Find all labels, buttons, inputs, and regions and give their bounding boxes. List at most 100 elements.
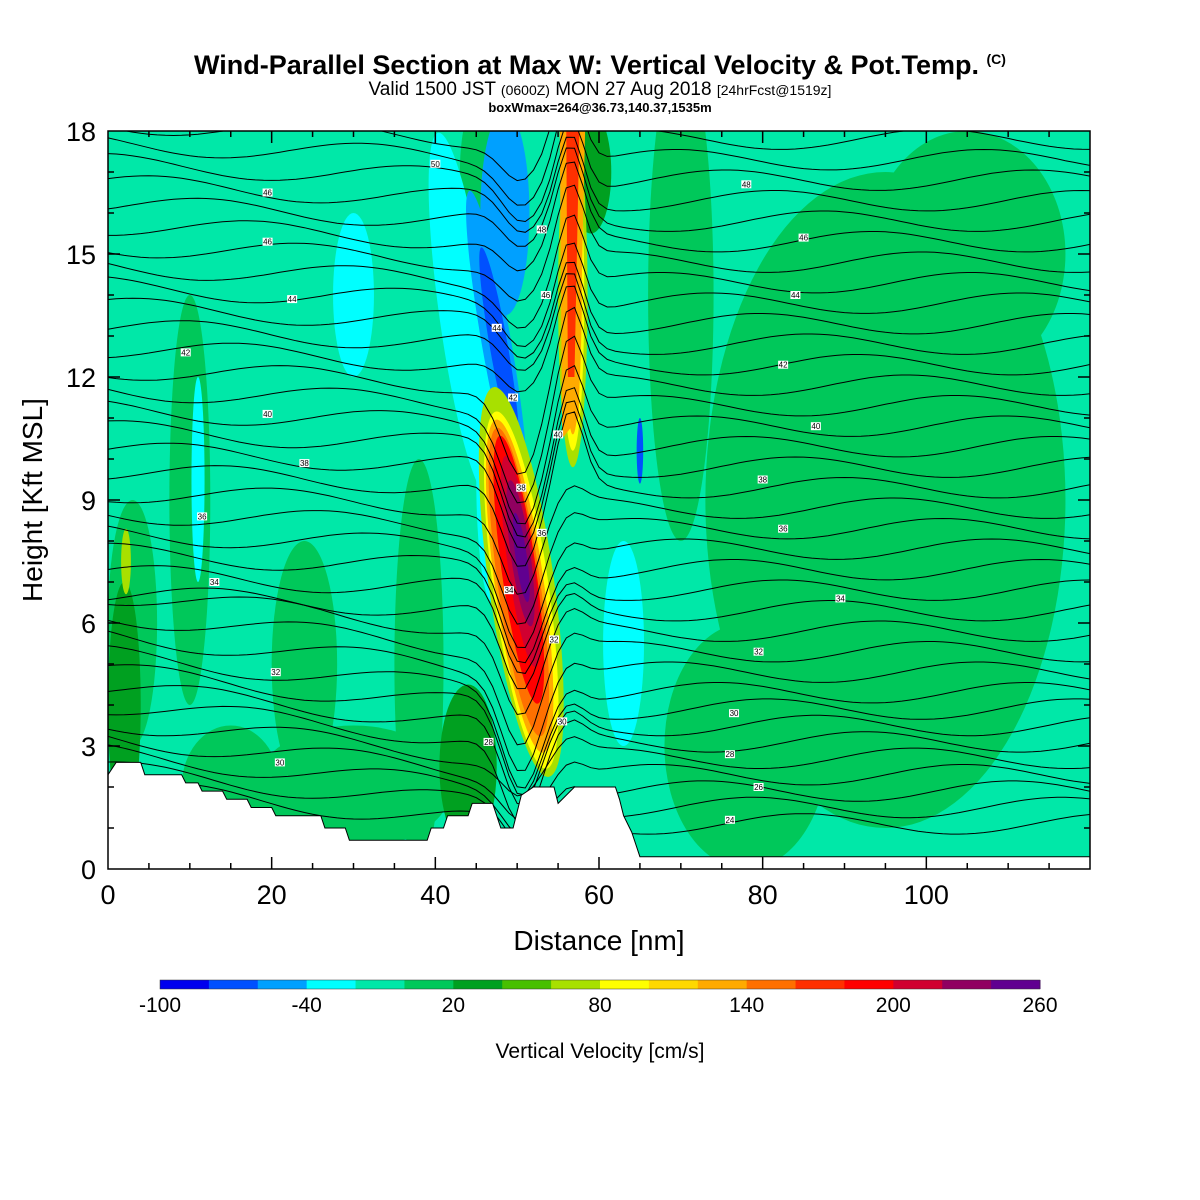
theta-contour [108, 335, 1090, 504]
theta-contour [108, 645, 1090, 789]
contour-label: 38 [300, 459, 309, 468]
theta-contour [108, 485, 1090, 595]
y-tick-label: 6 [81, 609, 96, 639]
contour-label-bg [790, 291, 801, 299]
w-region [121, 528, 131, 595]
colorbar-tick-label: 80 [588, 994, 611, 1017]
colorbar-tick-label: -100 [139, 994, 181, 1017]
theta-contour [108, 619, 1090, 746]
theta-contour [108, 131, 1090, 206]
y-axis-label: Height [Kft MSL] [17, 398, 48, 602]
w-region [333, 213, 374, 377]
contour-label: 36 [779, 525, 788, 534]
copyright-mark: (C) [986, 51, 1006, 67]
contour-label-bg [729, 709, 740, 718]
contour-label: 38 [517, 484, 526, 493]
title-block: Wind-Parallel Section at Max W: Vertical… [0, 44, 1200, 115]
theta-contour [108, 685, 1090, 805]
contour-label: 42 [509, 394, 518, 403]
contour-label-bg [516, 483, 527, 492]
chart-title: Wind-Parallel Section at Max W: Vertical… [0, 44, 1200, 80]
contour-label-bg [483, 737, 494, 746]
utc-time: (0600Z) [500, 82, 550, 98]
contour-label: 40 [263, 410, 272, 419]
contour-label: 30 [275, 758, 284, 767]
contour-label: 46 [541, 291, 550, 300]
terrain-fill [108, 762, 1090, 869]
theta-contour [108, 131, 1090, 223]
contour-label: 38 [758, 476, 767, 485]
chart-subtitle: Valid 1500 JST (0600Z) MON 27 Aug 2018 [… [0, 80, 1200, 100]
w-region [603, 541, 645, 746]
contour-label: 40 [811, 422, 820, 431]
theta-contour [108, 214, 1090, 329]
theta-contour [108, 161, 1090, 272]
contour-label-bg [835, 594, 846, 603]
theta-contour [108, 596, 1090, 716]
colorbar-tick-label: 20 [442, 994, 465, 1017]
contour-label-bg [270, 668, 281, 677]
colorbar-swatch [942, 980, 992, 989]
contour-label: 34 [210, 578, 219, 587]
x-tick-label: 20 [257, 880, 287, 910]
contour-label: 46 [263, 189, 272, 198]
contour-label: 36 [198, 512, 207, 521]
colorbar-tick-label: 200 [876, 994, 911, 1017]
contour-label-bg [209, 578, 220, 586]
theta-contour [108, 735, 1090, 821]
y-tick-label: 0 [81, 855, 96, 885]
colorbar-label: Vertical Velocity [cm/s] [496, 1040, 705, 1063]
contour-label: 42 [779, 361, 788, 370]
theta-contour [108, 587, 1090, 690]
x-tick-label: 100 [904, 880, 949, 910]
contour-label: 30 [558, 717, 567, 726]
chart-title-text: Wind-Parallel Section at Max W: Vertical… [194, 50, 979, 80]
contour-label: 26 [754, 783, 763, 792]
w-region [191, 377, 205, 582]
contour-label-bg [262, 409, 273, 418]
contour-label-bg [778, 524, 789, 533]
y-tick-label: 18 [66, 117, 96, 147]
contour-label-bg [287, 295, 298, 304]
w-region [869, 131, 1066, 377]
colorbar-frame [159, 979, 1041, 990]
colorbar-swatch [257, 980, 308, 989]
x-tick-label: 0 [100, 880, 115, 910]
colorbar-swatch [991, 980, 1041, 989]
contour-label-bg [810, 422, 821, 431]
colorbar-swatch [502, 980, 552, 989]
contour-label: 30 [730, 709, 739, 718]
contour-label-bg [757, 475, 768, 484]
contour-label-bg [262, 188, 273, 197]
w-region [394, 459, 444, 869]
theta-contour-labels: 50 46 46 44 42 40 38 36 34 32 30 48 46 44 42 40 38 36 34 32… [180, 159, 846, 825]
vertical-velocity-field [108, 131, 1090, 869]
y-tick-label: 9 [81, 486, 96, 516]
w-region [566, 131, 580, 377]
contour-label: 36 [537, 529, 546, 538]
terrain [108, 761, 1090, 869]
axis-ticks [108, 131, 1090, 869]
x-tick-label: 40 [420, 880, 450, 910]
colorbar-swatch [306, 980, 357, 989]
theta-contour [108, 147, 1090, 247]
theta-contour [108, 630, 1090, 772]
contour-label: 32 [754, 648, 763, 657]
contour-label: 46 [799, 234, 808, 243]
box-wmax-info: boxWmax=264@36.73,140.37,1535m [488, 100, 712, 115]
contour-label: 32 [271, 668, 280, 677]
contour-label: 40 [554, 430, 563, 439]
contour-label-bg [503, 586, 514, 595]
w-region [648, 131, 714, 541]
contour-label-bg [753, 783, 764, 791]
plot-area: 50 46 46 44 42 40 38 36 34 32 30 48 46 44 42 40 38 36 34 32… [107, 130, 1091, 870]
contour-label: 44 [288, 295, 297, 304]
colorbar-swatch [844, 980, 894, 989]
y-tick-label: 15 [66, 240, 96, 270]
colorbar-tick-label: -40 [291, 994, 321, 1017]
colorbar-tick-label: 140 [729, 994, 764, 1017]
colorbar-swatch [600, 980, 650, 989]
contour-label-bg [724, 815, 735, 824]
forecast-info: [24hrFcst@1519z] [716, 82, 832, 98]
